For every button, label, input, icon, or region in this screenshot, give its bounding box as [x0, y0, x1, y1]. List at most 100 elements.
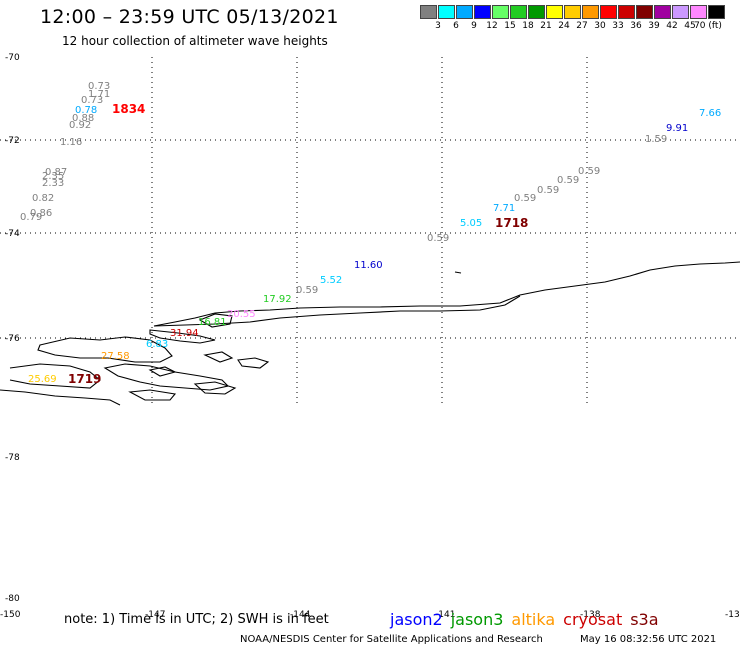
latitude-label: -72: [5, 136, 20, 146]
latitude-label: -76: [5, 334, 20, 344]
wave-height-label: 16.81: [198, 317, 227, 328]
longitude-label: -138: [580, 610, 601, 620]
wave-height-label: 9.91: [666, 123, 688, 134]
wave-height-label: 2.35: [42, 171, 64, 182]
wave-height-label: 0.87: [45, 167, 67, 178]
wave-height-legend: 3 6 9 12 15 18 21 24 27 30 33 36 39 42 45 70 (ft): [420, 5, 726, 31]
observation-labels: 0.731.710.730.780.880.921.160.872.352.33…: [20, 81, 721, 385]
latitude-label: -74: [5, 229, 20, 239]
legend-swatch: [528, 5, 545, 19]
latitude-label: -78: [5, 453, 20, 463]
legend-label: 42: [666, 21, 678, 31]
satellite-name: jason2: [390, 610, 443, 629]
legend-label: 27: [576, 21, 588, 31]
wave-height-label: 0.59: [578, 166, 600, 177]
coastline: [0, 261, 740, 406]
time-labels: 1834 1718 1719: [68, 102, 528, 386]
longitude-label: -135: [725, 610, 740, 620]
legend-swatch: [582, 5, 599, 19]
legend-label: 39: [648, 21, 660, 31]
legend-label: 15: [504, 21, 516, 31]
legend-swatch: [618, 5, 635, 19]
legend-swatch: [474, 5, 491, 19]
wave-height-label: 0.73: [88, 81, 110, 92]
legend-label: 21: [540, 21, 552, 31]
wave-height-label: 5.52: [320, 275, 342, 286]
legend-swatch: [510, 5, 527, 19]
legend-swatch: [672, 5, 689, 19]
wave-height-label: 2.33: [42, 178, 64, 189]
footer-note: note: 1) Time is in UTC; 2) SWH is in fe…: [64, 612, 329, 627]
longitude-label: -147: [145, 610, 165, 620]
wave-height-label: 7.66: [699, 108, 721, 119]
map-subtitle: 12 hour collection of altimeter wave hei…: [62, 34, 328, 48]
map-title: 12:00 – 23:59 UTC 05/13/2021: [40, 6, 339, 28]
legend-label: 6: [453, 21, 459, 31]
legend-swatch: [636, 5, 653, 19]
latitude-labels: -70 -72 -74 -76 -78 -80: [5, 53, 20, 604]
wave-height-label: 20.55: [227, 309, 256, 320]
longitude-label: -150: [0, 610, 21, 620]
legend-swatch: [600, 5, 617, 19]
satellite-name: jason3: [450, 610, 504, 629]
latitude-label: -70: [5, 53, 20, 63]
wave-height-label: 0.92: [69, 120, 91, 131]
legend-label: 3: [435, 21, 441, 31]
map-gridlines: [0, 57, 740, 406]
wave-height-label: 0.79: [20, 212, 42, 223]
wave-height-label: 0.73: [81, 95, 103, 106]
legend-swatch: [708, 5, 725, 19]
wave-height-label: 31.94: [170, 328, 199, 339]
legend-label: 36: [630, 21, 642, 31]
wave-height-label: 7.71: [493, 203, 515, 214]
footer-credit: NOAA/NESDIS Center for Satellite Applica…: [240, 634, 543, 645]
wave-height-label: 5.05: [460, 218, 482, 229]
pass-time-label: 1834: [112, 102, 145, 116]
wave-height-label: 0.82: [32, 193, 54, 204]
latitude-label: -80: [5, 594, 20, 604]
longitude-label: -144: [290, 610, 311, 620]
legend-label: 30: [594, 21, 606, 31]
wave-height-label: 0.59: [296, 285, 318, 296]
longitude-labels: -150 -147 -144 -141 -138 -135: [0, 610, 740, 620]
wave-height-label: 0.59: [514, 193, 536, 204]
legend-swatch: [690, 5, 707, 19]
legend-swatch: [546, 5, 563, 19]
footer-timestamp: May 16 08:32:56 UTC 2021: [580, 634, 717, 645]
legend-labels: 3 6 9 12 15 18 21 24 27 30 33 36 39 42 45 70 (ft): [420, 19, 726, 31]
satellite-name: altika: [511, 610, 556, 629]
legend-label: 24: [558, 21, 570, 31]
wave-height-label: 25.69: [28, 374, 57, 385]
legend-swatch: [438, 5, 455, 19]
legend-label: 45: [684, 21, 696, 31]
wave-height-label: 11.60: [354, 260, 383, 271]
legend-swatches: [420, 5, 726, 19]
satellite-legend: jason2 jason3 altika cryosat s3a: [390, 610, 667, 629]
legend-swatch: [564, 5, 581, 19]
wave-height-label: 0.88: [72, 113, 94, 124]
wave-height-label: 0.78: [75, 105, 97, 116]
wave-height-label: 0.86: [30, 208, 52, 219]
pass-time-label: 1719: [68, 372, 101, 386]
satellite-name: cryosat: [563, 610, 623, 629]
wave-height-label: 17.92: [263, 294, 292, 305]
pass-time-label: 1718: [495, 216, 528, 230]
legend-swatch: [420, 5, 437, 19]
wave-height-label: 0.59: [427, 233, 449, 244]
legend-label: 12: [486, 21, 498, 31]
wave-height-label: 27.58: [101, 351, 130, 362]
wave-height-label: 1.59: [645, 134, 667, 145]
satellite-name: s3a: [630, 610, 659, 629]
legend-swatch: [456, 5, 473, 19]
wave-height-label: 0.59: [537, 185, 559, 196]
legend-swatch: [654, 5, 671, 19]
legend-label: 18: [522, 21, 534, 31]
wave-height-label: 6.83: [146, 339, 168, 350]
wave-height-label: 1.16: [60, 137, 82, 148]
legend-label: 33: [612, 21, 624, 31]
longitude-label: -141: [435, 610, 455, 620]
legend-swatch: [492, 5, 509, 19]
wave-height-label: 0.59: [557, 175, 579, 186]
legend-label: 9: [471, 21, 477, 31]
